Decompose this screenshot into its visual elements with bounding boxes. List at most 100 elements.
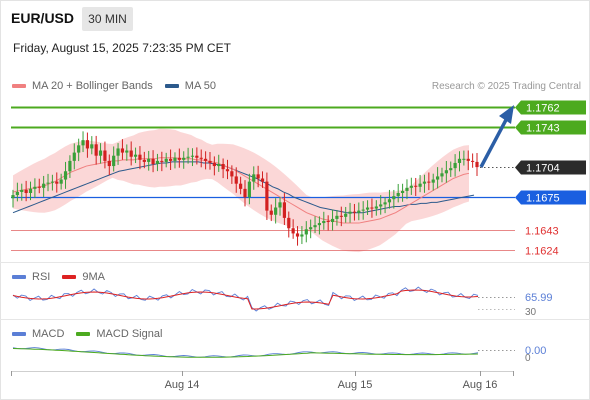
level-label-support: 1.1643	[525, 226, 559, 238]
legend-item-9ma: 9MA	[62, 271, 105, 283]
candle-body	[160, 160, 164, 162]
candle-body	[383, 202, 387, 205]
divider-macd	[0, 319, 590, 320]
macd-signal-line	[12, 348, 479, 358]
ma20-swatch	[12, 84, 26, 88]
legend-label: MACD Signal	[96, 328, 163, 340]
candle-body	[357, 210, 361, 213]
legend-item-macd: MACD	[12, 328, 64, 340]
macd-value-label: 0.00	[525, 345, 546, 357]
ma20-line	[12, 157, 470, 224]
rsi-value-label: 65.99	[525, 292, 553, 304]
rsi-tick-label: 30	[525, 307, 537, 318]
candle-body	[24, 189, 28, 194]
level-tag-pivot	[515, 190, 586, 205]
candle-body	[20, 189, 24, 192]
macd-line	[12, 347, 479, 358]
candle-body	[431, 179, 435, 183]
candle-body	[168, 158, 173, 161]
candle-body	[274, 207, 278, 215]
level-label-last: 1.1704	[526, 163, 560, 175]
candle-body	[387, 199, 392, 203]
candle-body	[225, 169, 230, 172]
candle-body	[265, 181, 269, 211]
timeframe-badge[interactable]: 30 MIN	[82, 7, 133, 31]
legend-label: MA 20 + Bollinger Bands	[32, 80, 153, 92]
candle-body	[422, 181, 427, 184]
legend-label: 9MA	[82, 271, 105, 283]
forecast-arrow-shaft	[479, 117, 509, 168]
candle-body	[217, 163, 221, 167]
candle-body	[379, 204, 383, 207]
candle-body	[33, 186, 37, 189]
x-axis-tick-label: Aug 15	[338, 379, 373, 391]
candle-body	[94, 144, 98, 156]
candle-body	[300, 234, 304, 237]
candle-body	[234, 176, 238, 184]
candle-body	[177, 157, 181, 160]
candle-body	[256, 174, 260, 179]
candle-body	[151, 158, 155, 164]
candle-body	[374, 206, 378, 209]
candle-body	[138, 154, 142, 160]
candle-body	[414, 185, 418, 187]
candle-body	[427, 181, 431, 183]
candle-body	[98, 150, 103, 156]
candle-body	[396, 193, 400, 197]
candle-body	[230, 171, 234, 177]
candle-body	[68, 160, 72, 172]
legend-item-ma50: MA 50	[164, 80, 216, 92]
candle-body	[112, 155, 116, 167]
candle-body	[129, 150, 133, 157]
candle-body	[103, 150, 107, 161]
candle-body	[199, 157, 203, 159]
candle-body	[147, 158, 151, 162]
candle-body	[400, 190, 405, 194]
candle-body	[85, 140, 90, 149]
main-legend: MA 20 + Bollinger Bands MA 50	[12, 80, 228, 92]
candle-body	[392, 196, 396, 200]
candle-body	[466, 158, 470, 161]
candle-body	[326, 220, 330, 223]
copyright-notice: Research © 2025 Trading Central	[431, 81, 581, 92]
candle-body	[475, 161, 479, 168]
rsi-9ma-line	[12, 289, 479, 310]
candle-body	[405, 187, 409, 191]
level-label-pivot: 1.1675	[526, 193, 560, 205]
9ma-swatch	[62, 275, 77, 279]
candle-body	[239, 183, 243, 189]
candle-body	[335, 215, 339, 219]
level-tag-last	[515, 160, 586, 175]
candle-body	[295, 233, 300, 237]
candle-body	[471, 160, 475, 162]
symbol-title: EUR/USD	[11, 10, 75, 26]
forecast-arrow-head	[499, 105, 514, 124]
candle-body	[365, 207, 370, 210]
level-tag-resistance	[515, 100, 586, 115]
candle-body	[440, 173, 444, 177]
candle-body	[309, 227, 313, 230]
candle-body	[164, 158, 168, 162]
candle-body	[287, 217, 291, 229]
candle-body	[348, 211, 352, 214]
candle-body	[116, 148, 120, 156]
candle-body	[142, 159, 146, 162]
candle-body	[291, 228, 295, 234]
candle-body	[173, 157, 177, 161]
candle-body	[42, 183, 46, 188]
timestamp: Friday, August 15, 2025 7:23:35 PM CET	[13, 41, 231, 55]
candle-body	[444, 170, 448, 174]
x-axis-tick-label: Aug 14	[165, 379, 200, 391]
candle-body	[190, 155, 195, 157]
candle-body	[11, 195, 15, 199]
candle-body	[208, 160, 212, 163]
rsi-swatch	[12, 275, 26, 279]
macd-signal-swatch	[76, 332, 91, 336]
candle-body	[55, 181, 59, 184]
candle-body	[59, 179, 63, 184]
candle-body	[77, 145, 81, 153]
level-tag-resistance	[515, 120, 586, 135]
candle-body	[453, 162, 457, 169]
candle-body	[260, 178, 265, 182]
